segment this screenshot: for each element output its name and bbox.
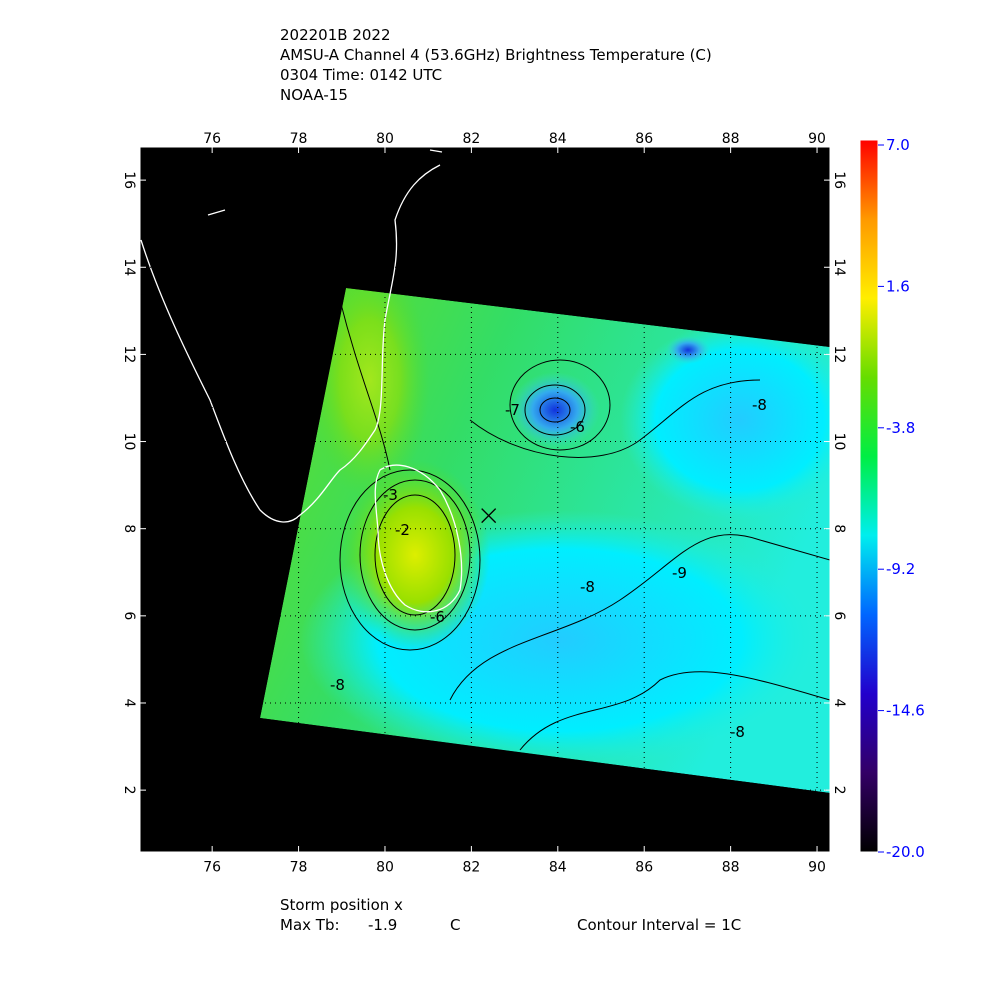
x-tick-label: 80 <box>376 860 394 876</box>
max-tb-value: -1.9 <box>368 916 397 934</box>
title-line: AMSU-A Channel 4 (53.6GHz) Brightness Te… <box>280 46 712 64</box>
colorbar-label: -14.6 <box>886 702 925 720</box>
title-line: 202201B 2022 <box>280 26 391 44</box>
x-tick-label: 82 <box>462 860 480 876</box>
y-tick-label: 8 <box>831 524 847 533</box>
storm-position-label: Storm position x <box>280 896 403 914</box>
x-tick-label: 88 <box>722 131 740 147</box>
y-tick-label: 14 <box>121 258 137 276</box>
x-tick-label: 80 <box>376 131 394 147</box>
y-tick-label: 4 <box>121 699 137 708</box>
x-tick-label: 84 <box>549 131 567 147</box>
x-tick-label: 76 <box>203 131 221 147</box>
title-line: NOAA-15 <box>280 86 348 104</box>
y-tick-label: 10 <box>831 433 847 451</box>
x-tick-label: 82 <box>462 131 480 147</box>
colorbar-label: 1.6 <box>886 277 910 295</box>
y-tick-label: 14 <box>831 258 847 276</box>
contour-label: -9 <box>672 564 687 582</box>
x-tick-label: 84 <box>549 860 567 876</box>
y-tick-label: 10 <box>121 433 137 451</box>
y-tick-label: 16 <box>831 171 847 189</box>
y-tick-label: 12 <box>831 345 847 363</box>
x-tick-label: 86 <box>635 131 653 147</box>
x-tick-label: 90 <box>808 131 826 147</box>
title-line: 0304 Time: 0142 UTC <box>280 66 442 84</box>
y-tick-label: 6 <box>121 611 137 620</box>
x-tick-label: 78 <box>290 860 308 876</box>
y-tick-label: 2 <box>121 786 137 795</box>
map-frame <box>139 146 831 853</box>
x-tick-label: 88 <box>722 860 740 876</box>
map: -8 -6 -2 -3 -9 -8 -6 -8 -8 -7 <box>140 147 830 852</box>
colorbar-label: -9.2 <box>886 560 915 578</box>
colorbar <box>859 139 879 853</box>
contour-label: -6 <box>430 608 445 626</box>
contour-label: -7 <box>505 401 520 419</box>
y-tick-label: 2 <box>831 786 847 795</box>
y-tick-label: 4 <box>831 699 847 708</box>
y-tick-label: 8 <box>121 524 137 533</box>
contour-label: -6 <box>570 418 585 436</box>
y-tick-label: 6 <box>831 611 847 620</box>
contour-label: -3 <box>383 486 398 504</box>
contour-interval: Contour Interval = 1C <box>577 916 741 934</box>
y-tick-label: 16 <box>121 171 137 189</box>
x-tick-label: 78 <box>290 131 308 147</box>
coastline <box>140 149 463 613</box>
contour-label: -8 <box>330 676 345 694</box>
colorbar-label: -20.0 <box>886 843 925 861</box>
colorbar-label: -3.8 <box>886 419 915 437</box>
contour-label: -2 <box>395 521 410 539</box>
y-tick-label: 12 <box>121 345 137 363</box>
storm-marker <box>481 508 497 524</box>
max-tb-unit: C <box>450 916 460 934</box>
colorbar-label: 7.0 <box>886 136 910 154</box>
contour-label: -8 <box>752 396 767 414</box>
max-tb-label: Max Tb: <box>280 916 340 934</box>
contour-label: -8 <box>730 723 745 741</box>
contour-label: -8 <box>580 578 595 596</box>
swath <box>260 288 830 793</box>
x-tick-label: 86 <box>635 860 653 876</box>
x-tick-label: 76 <box>203 860 221 876</box>
x-tick-label: 90 <box>808 860 826 876</box>
title: 202201B 2022 AMSU-A Channel 4 (53.6GHz) B… <box>280 26 712 104</box>
